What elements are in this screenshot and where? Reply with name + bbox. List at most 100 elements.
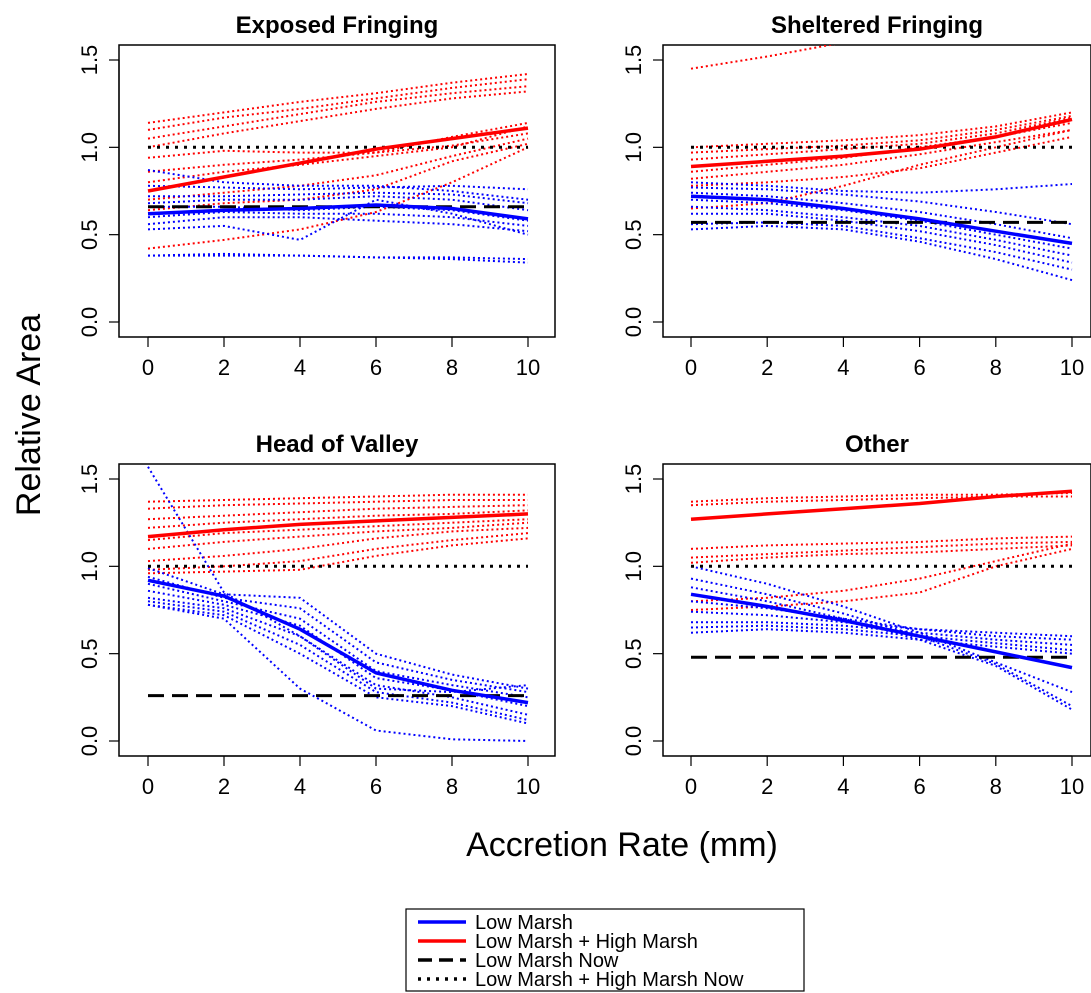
legend-label: Low Marsh + High Marsh <box>475 931 698 953</box>
x-tick-label: 4 <box>837 355 849 380</box>
y-tick-label: 1.0 <box>621 551 646 582</box>
replicate-low-line <box>147 198 529 241</box>
replicate-high-line <box>690 128 1073 210</box>
y-tick-label: 1.5 <box>621 45 646 76</box>
replicate-high-line <box>147 521 529 550</box>
replicate-high-line <box>690 544 1073 564</box>
x-tick-label: 2 <box>761 355 773 380</box>
x-tick-label: 10 <box>516 355 540 380</box>
replicate-high-line <box>147 121 529 159</box>
low-high-marsh-line <box>690 117 1073 169</box>
y-tick-label: 0.0 <box>77 307 102 338</box>
replicate-low-line <box>147 252 529 261</box>
replicate-high-line <box>147 85 529 140</box>
panel-3: Head of Valley 0 2 4 6 8 10 0.0 0.5 1.0 1.5 <box>77 431 556 799</box>
replicate-low-line <box>148 191 529 205</box>
replicate-high-line <box>147 78 529 131</box>
replicate-low-line <box>690 600 1073 641</box>
y-tick-label: 0.5 <box>77 219 102 250</box>
replicate-high-line <box>147 146 529 250</box>
y-tick-label: 0.5 <box>621 638 646 669</box>
replicate-high-line <box>147 537 529 575</box>
replicate-low-line <box>147 466 529 694</box>
x-tick-label: 4 <box>294 774 306 799</box>
replicate-low-line <box>147 603 529 725</box>
x-tick-label: 4 <box>837 774 849 799</box>
y-tick-label: 1.0 <box>77 551 102 582</box>
replicate-low-line <box>147 603 529 742</box>
y-tick-label: 1.5 <box>77 45 102 76</box>
x-tick-label: 6 <box>913 355 925 380</box>
replicate-high-line <box>147 125 529 184</box>
replicate-low-line <box>147 600 529 721</box>
replicate-high-line <box>147 532 529 571</box>
y-tick-label: 0.0 <box>77 726 102 757</box>
replicate-high-line <box>147 90 529 149</box>
y-tick-label: 0.5 <box>77 638 102 669</box>
replicate-high-line <box>147 493 528 503</box>
x-axis-label: Accretion Rate (mm) <box>466 826 778 864</box>
low-marsh-line <box>147 203 529 221</box>
low-marsh-line <box>690 592 1073 670</box>
replicate-low-line <box>691 212 1073 264</box>
plot-area <box>147 466 529 742</box>
replicate-high-line <box>690 547 1073 611</box>
panel-title: Head of Valley <box>256 431 419 458</box>
replicate-low-line <box>690 221 1073 271</box>
replicate-high-line <box>690 114 1073 154</box>
x-tick-label: 4 <box>294 355 306 380</box>
y-tick-label: 0.0 <box>621 726 646 757</box>
x-tick-label: 8 <box>446 774 458 799</box>
replicate-high-line <box>147 499 528 510</box>
x-tick-label: 0 <box>142 774 154 799</box>
x-tick-label: 0 <box>142 355 154 380</box>
legend-label: Low Marsh + High Marsh Now <box>475 969 744 991</box>
replicate-low-line <box>147 589 529 708</box>
replicate-high-line <box>147 526 529 563</box>
replicate-low-line <box>690 610 1073 638</box>
low-high-marsh-line <box>690 489 1073 521</box>
replicate-low-line <box>147 169 529 201</box>
replicate-high-line <box>690 111 1073 149</box>
x-tick-label: 6 <box>370 774 382 799</box>
x-tick-label: 6 <box>370 355 382 380</box>
replicate-high-line <box>147 504 529 521</box>
x-tick-label: 0 <box>685 774 697 799</box>
replicate-high-line <box>690 495 1072 507</box>
replicate-high-line <box>147 73 529 124</box>
replicate-low-line <box>147 596 529 716</box>
replicate-high-line <box>147 518 529 542</box>
x-tick-label: 8 <box>446 355 458 380</box>
y-tick-label: 1.5 <box>77 464 102 495</box>
x-tick-label: 10 <box>1060 774 1084 799</box>
replicate-low-line <box>147 184 529 191</box>
replicate-low-line <box>147 567 529 690</box>
replicate-high-line <box>147 137 529 201</box>
low-marsh-line <box>690 194 1073 246</box>
low-high-marsh-line <box>147 512 529 539</box>
panel-2: Sheltered Fringing 0 2 4 6 8 10 0.0 0.5 1.0 1.5 <box>621 12 1091 380</box>
legend-box <box>405 908 805 992</box>
panel-1: Exposed Fringing 0 2 4 6 8 10 0.0 0.5 1.0 1.5 <box>77 12 556 380</box>
replicate-low-line <box>690 191 1073 240</box>
replicate-high-line <box>690 535 1073 550</box>
legend-label: Low Marsh <box>475 912 573 934</box>
x-tick-label: 10 <box>516 774 540 799</box>
replicate-low-line <box>690 181 1073 194</box>
plot-area <box>147 73 529 264</box>
y-tick-label: 0.5 <box>621 219 646 250</box>
replicate-low-line <box>147 582 529 699</box>
replicate-high-line <box>147 142 529 212</box>
x-tick-label: 10 <box>1060 355 1084 380</box>
x-tick-label: 6 <box>913 774 925 799</box>
replicate-low-line <box>690 186 1073 226</box>
y-tick-label: 0.0 <box>621 307 646 338</box>
plot-area <box>690 489 1073 711</box>
replicate-low-line <box>690 565 1073 694</box>
replicate-low-line <box>690 205 1073 257</box>
replicate-high-line <box>690 128 1073 180</box>
y-axis-label: Relative Area <box>10 314 48 516</box>
x-tick-label: 8 <box>990 355 1002 380</box>
x-tick-label: 2 <box>761 774 773 799</box>
